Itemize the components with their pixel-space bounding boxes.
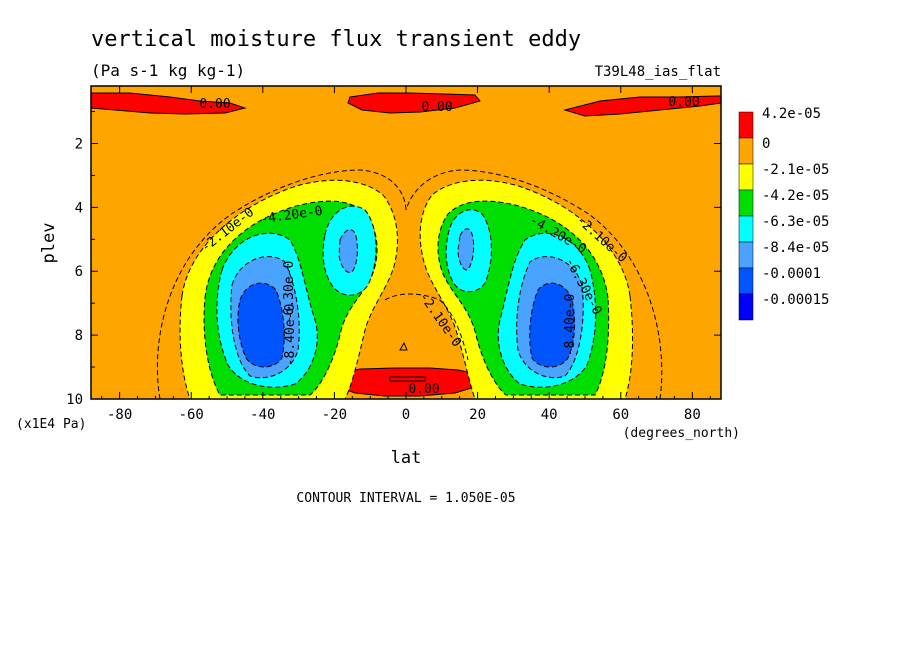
x-axis-label: lat — [391, 448, 422, 468]
positive-region-top-south — [91, 92, 247, 115]
x-tick-label: 60 — [612, 407, 629, 423]
legend-label: -6.3e-05 — [762, 214, 829, 230]
legend-label: -4.2e-05 — [762, 188, 829, 204]
legend-label: -0.00015 — [762, 292, 829, 308]
plot-area — [91, 86, 721, 399]
legend-label: 4.2e-05 — [762, 106, 821, 122]
contour-label: 0.00 — [199, 97, 230, 112]
contour-label: 0.00 — [408, 382, 439, 397]
contour-line-outer-south — [156, 169, 407, 399]
y-tick-label: 4 — [75, 200, 83, 216]
legend-label: -0.0001 — [762, 266, 821, 282]
x-tick-label: -80 — [107, 407, 132, 423]
contour-line-outer-north — [405, 169, 663, 399]
x-tick-label: 20 — [469, 407, 486, 423]
y-tick-label: 2 — [75, 136, 83, 152]
lobe-north-blue-core — [529, 282, 576, 368]
contour-label: 0.00 — [668, 95, 699, 110]
x-tick-label: -40 — [250, 407, 275, 423]
legend-label: 0 — [762, 136, 770, 152]
x-tick-label: 80 — [684, 407, 701, 423]
contour-label: -8.40e-0 — [563, 294, 578, 357]
y-tick-label: 6 — [75, 264, 83, 280]
color-legend: 4.2e-05 0 -2.1e-05 -4.2e-05 -6.3e-05 -8.4e-05… — [738, 106, 829, 321]
positive-region-top-center — [347, 92, 481, 114]
contour-label: -8.40e-0 — [283, 304, 298, 367]
y-tick-label: 8 — [75, 328, 83, 344]
positive-region-top-north — [563, 95, 721, 117]
x-tick-label: 40 — [541, 407, 558, 423]
x-tick-label: 0 — [402, 407, 410, 423]
legend-swatch — [738, 137, 754, 165]
chart-units: (Pa s-1 kg kg-1) — [91, 61, 245, 80]
legend-swatch — [738, 267, 754, 295]
contour-line-small-mark — [399, 341, 408, 351]
x-tick-label: -20 — [322, 407, 347, 423]
positive-region-bottom-inner — [389, 376, 426, 382]
y-axis-label: plev — [39, 223, 59, 264]
run-label: T39L48_ias_flat — [595, 64, 721, 80]
legend-swatch — [738, 163, 754, 191]
legend-label: -2.1e-05 — [762, 162, 829, 178]
legend-label: -8.4e-05 — [762, 240, 829, 256]
legend-swatch — [738, 111, 754, 139]
contour-line-center-dip — [384, 293, 469, 361]
chart-title: vertical moisture flux transient eddy — [91, 27, 581, 52]
x-axis-units: (degrees_north) — [623, 426, 740, 441]
y-tick-label: 10 — [66, 392, 83, 408]
lobe-south-midblue-upper — [338, 229, 358, 274]
legend-swatch — [738, 215, 754, 243]
axes: -80 -60 -40 -20 0 20 40 60 80 2 4 6 8 10 — [66, 86, 721, 423]
contour-interval-note: CONTOUR INTERVAL = 1.050E-05 — [296, 491, 515, 506]
legend-swatch — [738, 241, 754, 269]
y-axis-units: (x1E4 Pa) — [16, 417, 86, 432]
lobe-north-midblue-upper — [457, 228, 475, 271]
contour-label: -6.30e-0 — [282, 261, 297, 324]
legend-swatch — [738, 293, 754, 321]
x-tick-label: -60 — [179, 407, 204, 423]
lobe-south-blue-core — [237, 282, 285, 368]
contour-label: 0.00 — [421, 100, 452, 115]
legend-swatch — [738, 189, 754, 217]
